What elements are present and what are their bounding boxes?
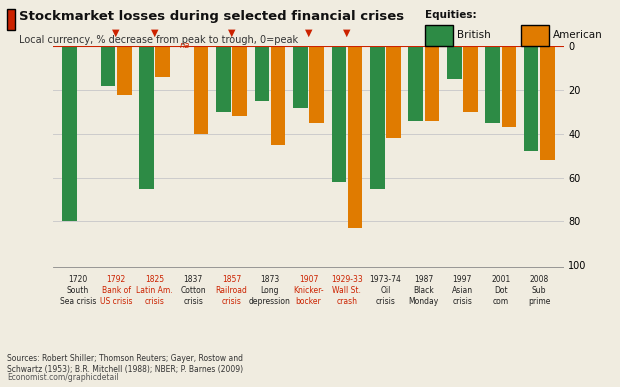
Bar: [540, 46, 554, 160]
Bar: [524, 46, 538, 151]
Text: American: American: [553, 30, 603, 40]
Bar: [425, 46, 439, 121]
Text: 1997
Asian
crisis: 1997 Asian crisis: [452, 274, 473, 307]
Text: 2001
Dot
com: 2001 Dot com: [491, 274, 510, 307]
Text: Local currency, % decrease from peak to trough, 0=peak: Local currency, % decrease from peak to …: [19, 35, 298, 45]
Bar: [156, 46, 170, 77]
Bar: [502, 46, 516, 127]
Bar: [63, 46, 77, 221]
Text: na: na: [180, 41, 190, 50]
Bar: [232, 46, 247, 116]
Text: 1825
Latin Am.
crisis: 1825 Latin Am. crisis: [136, 274, 173, 307]
Text: ▼: ▼: [343, 28, 351, 38]
Text: ▼: ▼: [112, 28, 120, 38]
Text: 1873
Long
depression: 1873 Long depression: [249, 274, 291, 307]
Bar: [463, 46, 477, 112]
Bar: [348, 46, 362, 228]
Bar: [370, 46, 384, 188]
Bar: [409, 46, 423, 121]
Bar: [101, 46, 115, 86]
Text: ▼: ▼: [151, 28, 158, 38]
Bar: [293, 46, 308, 108]
Bar: [255, 46, 269, 101]
Text: 1720
South
Sea crisis: 1720 South Sea crisis: [60, 274, 96, 307]
Text: British: British: [457, 30, 490, 40]
Text: 1837
Cotton
crisis: 1837 Cotton crisis: [180, 274, 206, 307]
Bar: [117, 46, 131, 94]
Bar: [309, 46, 324, 123]
Bar: [332, 46, 346, 182]
Bar: [485, 46, 500, 123]
Text: 2008
Sub
prime: 2008 Sub prime: [528, 274, 551, 307]
Text: Stockmarket losses during selected financial crises: Stockmarket losses during selected finan…: [19, 10, 404, 23]
Text: ▼: ▼: [228, 28, 235, 38]
Text: Equities:: Equities:: [425, 10, 476, 20]
Text: ▼: ▼: [304, 28, 312, 38]
Text: 1929-33
Wall St.
crash: 1929-33 Wall St. crash: [331, 274, 363, 307]
Text: 1973-74
Oil
crisis: 1973-74 Oil crisis: [370, 274, 401, 307]
Bar: [194, 46, 208, 134]
Text: 1907
Knicker-
bocker: 1907 Knicker- bocker: [293, 274, 324, 307]
Text: Economist.com/graphicdetail: Economist.com/graphicdetail: [7, 373, 119, 382]
Text: 1792
Bank of
US crisis: 1792 Bank of US crisis: [100, 274, 133, 307]
Text: 1857
Railroad
crisis: 1857 Railroad crisis: [216, 274, 247, 307]
Text: Sources: Robert Shiller; Thomson Reuters; Gayer, Rostow and
Schwartz (1953); B.R: Sources: Robert Shiller; Thomson Reuters…: [7, 354, 244, 373]
Bar: [140, 46, 154, 188]
Bar: [386, 46, 401, 138]
Bar: [216, 46, 231, 112]
Text: 1987
Black
Monday: 1987 Black Monday: [409, 274, 439, 307]
Bar: [447, 46, 461, 79]
Bar: [271, 46, 285, 145]
